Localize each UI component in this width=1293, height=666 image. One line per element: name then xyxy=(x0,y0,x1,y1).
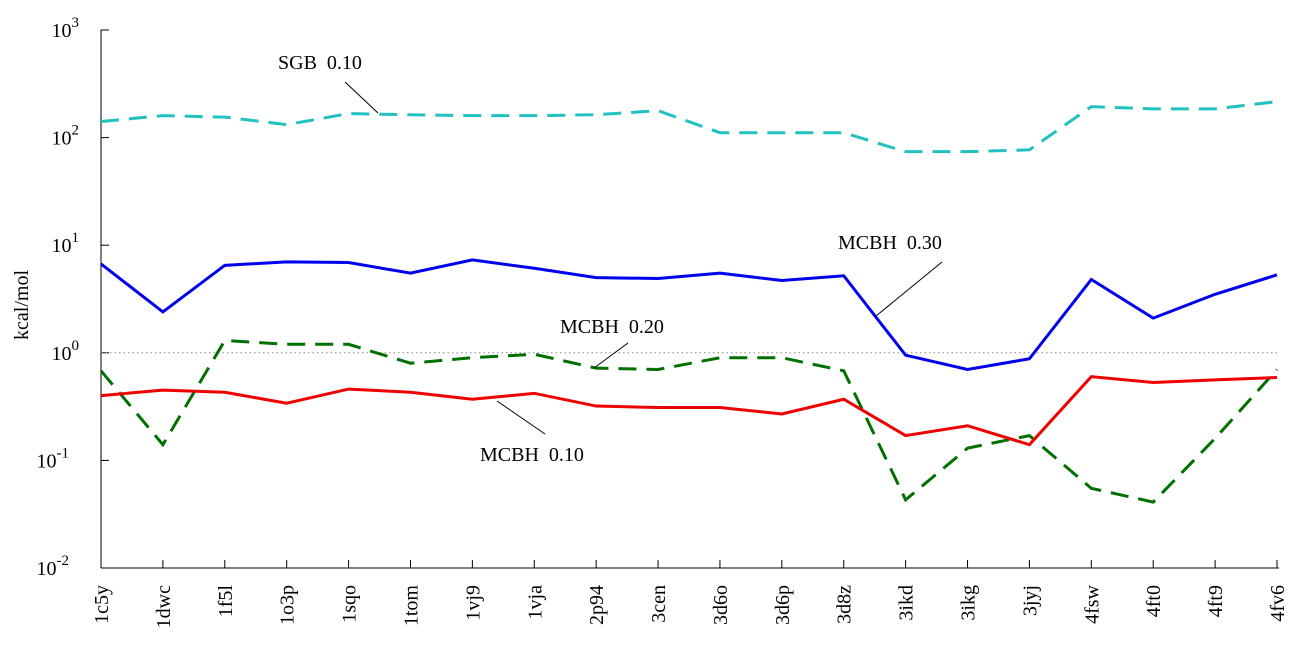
annotation-leader xyxy=(344,81,379,114)
x-tick-label: 3d6p xyxy=(772,585,794,625)
y-tick-label: 10-1 xyxy=(37,445,70,472)
x-tick-label: 1vja xyxy=(524,585,546,620)
series-line xyxy=(100,258,1278,371)
x-tick-label: 1dwc xyxy=(153,585,175,628)
x-tick-label: 1o3p xyxy=(277,585,299,625)
x-tick-label: 3d6o xyxy=(710,585,732,625)
annotation-leader xyxy=(875,261,943,317)
x-tick-label: 1vj9 xyxy=(462,585,484,621)
x-tick-label: 4ft9 xyxy=(1205,585,1227,617)
y-tick-label: 100 xyxy=(52,338,80,365)
y-tick-label: 103 xyxy=(52,15,80,42)
series-line xyxy=(100,100,1278,154)
y-tick-label: 102 xyxy=(52,123,80,150)
x-tick-label: 1f5l xyxy=(215,585,237,618)
x-tick-label: 1c5y xyxy=(91,585,113,624)
y-axis-label: kcal/mol xyxy=(11,270,33,340)
x-tick-label: 3jyj xyxy=(1019,585,1041,616)
series-line xyxy=(100,375,1278,447)
series-label: SGB 0.10 xyxy=(278,52,362,74)
x-tick-label: 3ikd xyxy=(896,585,918,621)
x-tick-label: 4fv6 xyxy=(1267,585,1289,622)
x-tick-label: 2p94 xyxy=(586,585,608,625)
x-tick-label: 1sqo xyxy=(339,585,361,623)
y-tick-label: 101 xyxy=(52,230,80,257)
x-tick-label: 1tom xyxy=(400,585,422,627)
series-label: MCBH 0.10 xyxy=(480,444,584,466)
annotation-leader xyxy=(496,400,546,435)
series-label: MCBH 0.30 xyxy=(838,232,942,254)
series-line xyxy=(99,338,1279,504)
y-tick-label: 10-2 xyxy=(37,553,70,580)
x-tick-label: 3ikg xyxy=(958,585,980,621)
annotation-leader xyxy=(593,342,629,369)
x-tick-label: 3d8z xyxy=(834,585,856,624)
x-tick-label: 3cen xyxy=(648,585,670,623)
series-label: MCBH 0.20 xyxy=(560,316,664,338)
x-tick-label: 4ft0 xyxy=(1143,585,1165,617)
x-tick-label: 4fsw xyxy=(1081,584,1103,623)
